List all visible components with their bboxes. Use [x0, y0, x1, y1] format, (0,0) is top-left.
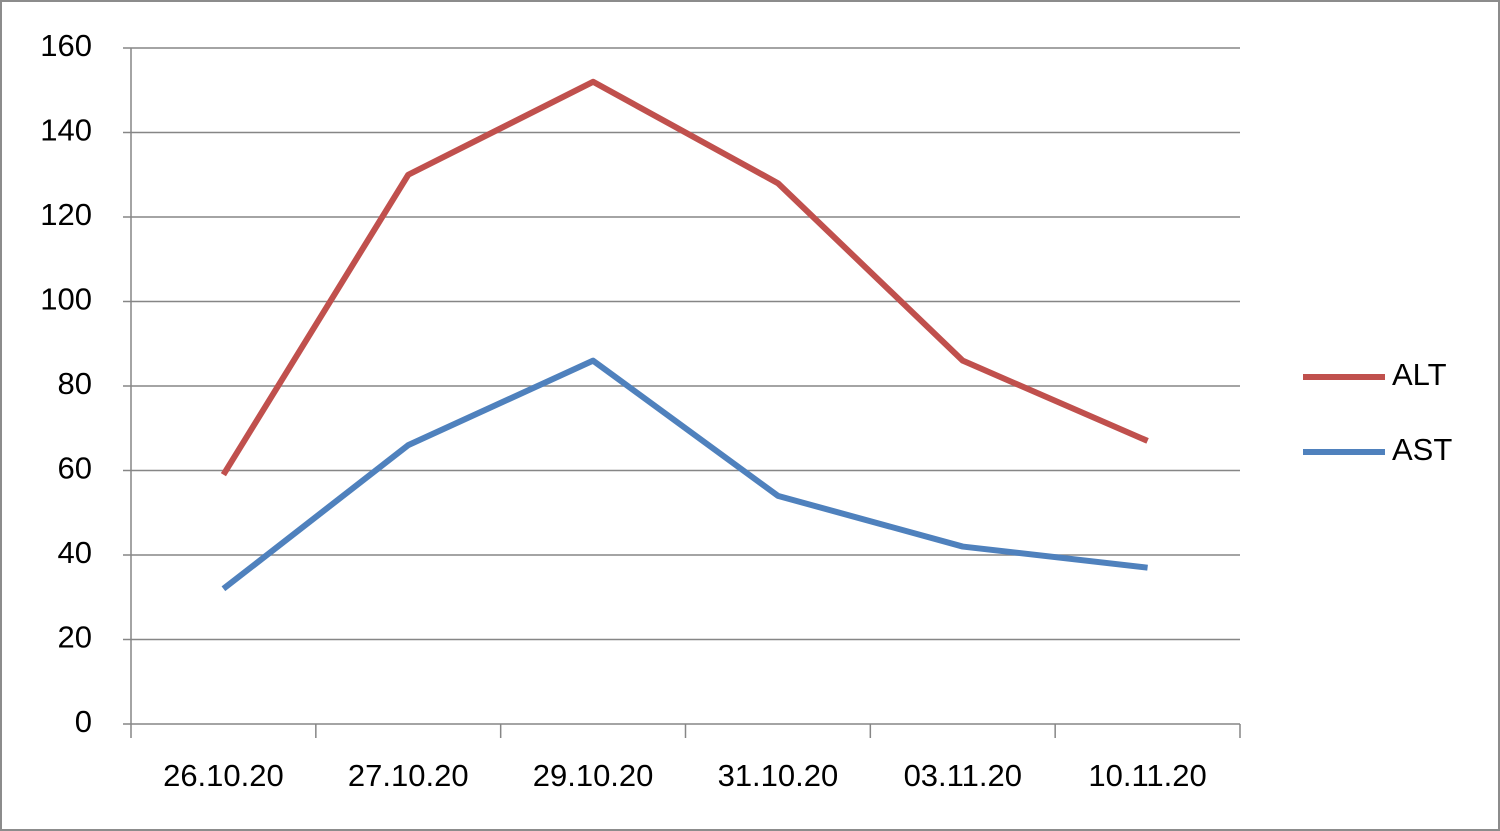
x-tick-label: 29.10.20	[533, 758, 654, 793]
x-tick-label: 26.10.20	[163, 758, 284, 793]
y-tick-label: 100	[40, 282, 92, 317]
x-tick-label: 31.10.20	[718, 758, 839, 793]
legend-label: ALT	[1392, 357, 1447, 392]
y-tick-label: 160	[40, 28, 92, 63]
y-tick-label: 20	[58, 620, 92, 655]
data-line	[220, 78, 1149, 477]
x-tick-label: 10.11.20	[1088, 758, 1206, 793]
y-tick-label: 0	[75, 704, 92, 739]
x-tick-label: 27.10.20	[348, 758, 469, 793]
y-tick-label: 40	[58, 535, 92, 570]
x-tick-label: 03.11.20	[904, 758, 1022, 793]
y-tick-label: 120	[40, 197, 92, 232]
legend-label: AST	[1392, 432, 1452, 467]
y-tick-label: 140	[40, 113, 92, 148]
data-line	[221, 357, 1148, 592]
y-tick-label: 60	[58, 451, 92, 486]
y-tick-label: 80	[58, 366, 92, 401]
